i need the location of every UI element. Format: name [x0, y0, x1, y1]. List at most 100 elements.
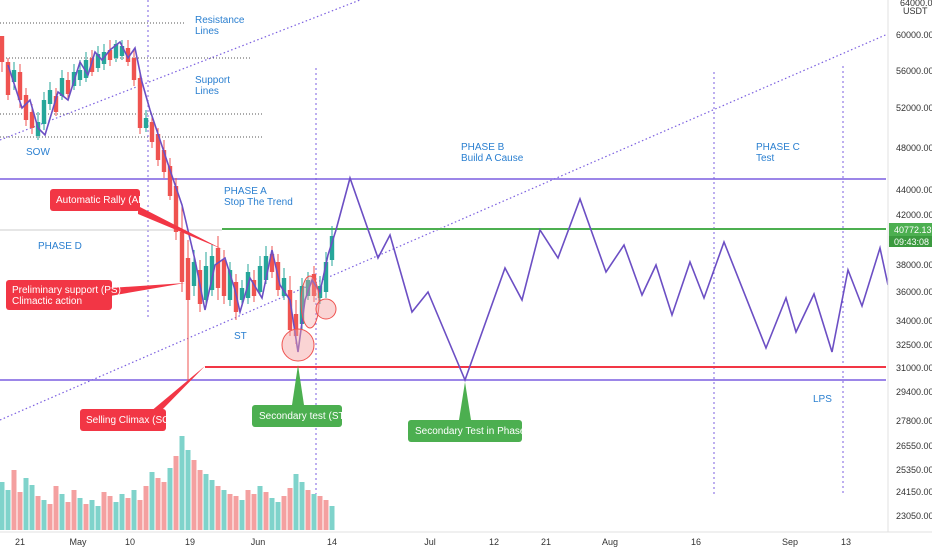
callout-secondary-test[interactable]: Secondary test (ST): [252, 365, 348, 427]
phase-b-label-line1: PHASE B: [461, 142, 505, 153]
candle: [83, 52, 89, 82]
volume-bar: [263, 492, 269, 530]
volume-bar: [29, 485, 35, 530]
candle: [149, 116, 155, 148]
volume-bar: [107, 496, 113, 530]
candle: [137, 70, 143, 134]
callout-automatic-rally[interactable]: Automatic Rally (AR): [50, 189, 222, 249]
time-tick-label: 21: [541, 537, 551, 547]
volume-bar: [287, 488, 293, 530]
time-tick-label: 12: [489, 537, 499, 547]
volume-bar: [179, 436, 185, 530]
volume-bar: [0, 482, 5, 530]
volume-bar: [299, 482, 305, 530]
time-tick-label: Jul: [424, 537, 436, 547]
chart-pane[interactable]: Resistance Lines Support Lines SOW PHASE…: [0, 0, 891, 530]
time-tick-label: May: [69, 537, 87, 547]
callout-preliminary-support[interactable]: Preliminary support (PS) Climactic actio…: [6, 280, 185, 310]
price-tick-label: 52000.00: [896, 103, 932, 113]
candle: [65, 72, 71, 98]
time-tick-label: Jun: [251, 537, 266, 547]
candle: [5, 58, 11, 100]
volume-bar: [137, 500, 143, 530]
callout-selling-climax[interactable]: Selling Climax (SC): [80, 366, 205, 431]
phase-c-label-line2: Test: [756, 153, 775, 164]
support-lines-label-line1: Support: [195, 75, 230, 86]
st-label: ST: [234, 331, 247, 342]
candle: [257, 256, 263, 296]
callout-text-line2: Climactic action: [12, 296, 82, 307]
volume-bar: [17, 492, 23, 530]
price-tick-label: 32500.00: [896, 340, 932, 350]
callout-box: [6, 280, 112, 310]
candle: [0, 36, 5, 72]
volume-bar: [65, 502, 71, 530]
volume-bar: [293, 474, 299, 530]
volume-bar: [47, 504, 53, 530]
volume-bar: [227, 494, 233, 530]
price-tick-label: 44000.00: [896, 185, 932, 195]
price-tick-label: 34000.00: [896, 316, 932, 326]
volume-bar: [119, 494, 125, 530]
price-tick-label: 27800.00: [896, 416, 932, 426]
time-tick-label: Sep: [782, 537, 798, 547]
callout-pointer: [150, 366, 205, 412]
time-tick-label: 10: [125, 537, 135, 547]
callout-text-line1: Preliminary support (PS): [12, 285, 121, 296]
volume-bar: [155, 478, 161, 530]
time-tick-label: 19: [185, 537, 195, 547]
price-tick-label: 31000.00: [896, 363, 932, 373]
volume-bar: [101, 492, 107, 530]
time-axis[interactable]: 21 May 10 19 Jun 14 Jul 12 21 Aug 16 Sep 13: [0, 531, 932, 547]
callout-secondary-test-phase-b[interactable]: Secondary Test in Phase B: [408, 382, 535, 442]
candle: [203, 252, 209, 306]
volume-bar: [221, 490, 227, 530]
volume-bar: [125, 498, 131, 530]
phase-c-label-line1: PHASE C: [756, 142, 800, 153]
volume-bar: [89, 500, 95, 530]
price-axis-top-label: 64000.00: [900, 0, 932, 8]
time-tick-label: 21: [15, 537, 25, 547]
channel-lines: [0, 0, 891, 421]
candle: [329, 226, 335, 266]
phase-d-label: PHASE D: [38, 241, 82, 252]
price-tick-label: 23050.00: [896, 511, 932, 521]
price-tick-label: 56000.00: [896, 66, 932, 76]
candle: [119, 40, 125, 60]
candle: [239, 280, 245, 306]
callout-box: [50, 189, 140, 211]
price-axis[interactable]: 64000.00 USDT 60000.00 56000.00 52000.00 48…: [887, 0, 932, 532]
callout-pointer: [110, 283, 185, 296]
volume-bar: [251, 494, 257, 530]
price-tick-label: 42000.00: [896, 210, 932, 220]
candle: [53, 88, 59, 116]
candle: [125, 40, 131, 66]
time-tick-label: 13: [841, 537, 851, 547]
callout-text: Selling Climax (SC): [86, 415, 173, 426]
volume-bar: [233, 496, 239, 530]
price-tick-label: 24150.00: [896, 487, 932, 497]
callout-box: [80, 409, 166, 431]
candle: [167, 158, 173, 200]
volume-bar: [131, 490, 137, 530]
test-ellipse: [300, 275, 320, 329]
time-ticks: 21 May 10 19 Jun 14 Jul 12 21 Aug 16 Sep 13: [15, 537, 851, 547]
wyckoff-dotted-lines: [0, 22, 262, 138]
volume-bar: [95, 506, 101, 530]
volume-bar: [323, 500, 329, 530]
volume-bar: [317, 496, 323, 530]
candle: [47, 82, 53, 110]
sow-label: SOW: [26, 147, 50, 158]
candle: [41, 92, 47, 130]
price-tick-label: 48000.00: [896, 143, 932, 153]
volume-bar: [239, 500, 245, 530]
volume-bar: [329, 506, 335, 530]
volume-bar: [11, 470, 17, 530]
volume-bar: [161, 482, 167, 530]
price-tick-label: 29400.00: [896, 387, 932, 397]
price-tick-label: 36000.00: [896, 287, 932, 297]
candle: [287, 276, 293, 336]
volume-bar: [275, 502, 281, 530]
callout-text: Secondary Test in Phase B: [415, 426, 535, 437]
